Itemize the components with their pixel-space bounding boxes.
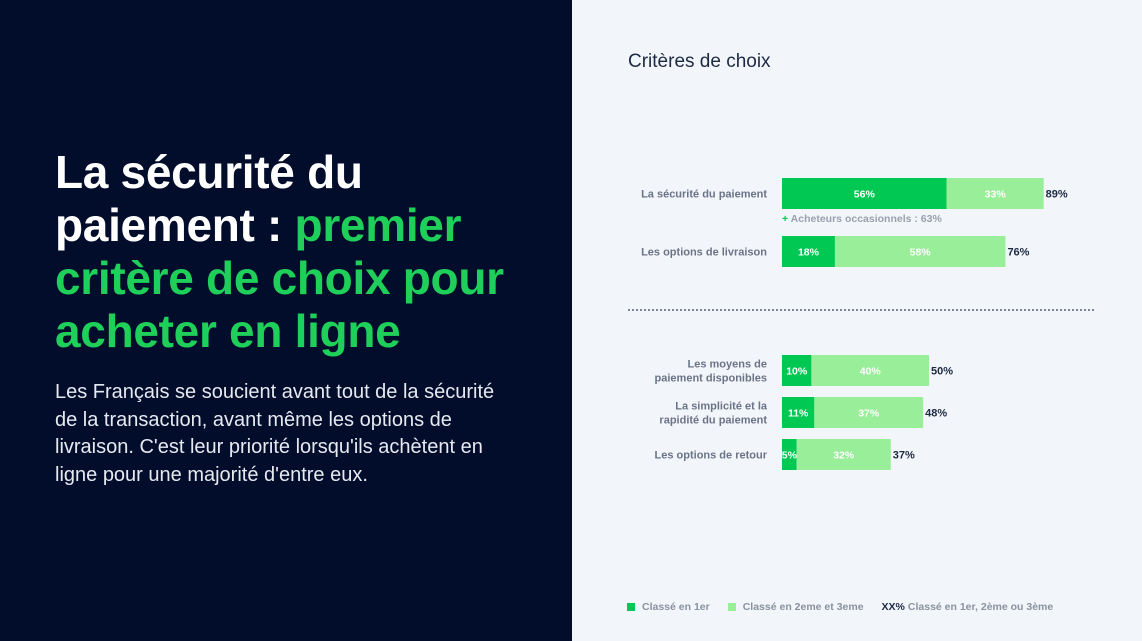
bar-first [782, 439, 797, 470]
bar-second-third [814, 397, 924, 428]
legend-swatch-second-third [727, 603, 736, 611]
category-label: Les options de retour [655, 450, 768, 462]
category-label: La sécurité du paiement [641, 189, 767, 201]
annotation-label: Acheteurs occasionnels : 63% [791, 213, 943, 225]
bar-label-first: 18% [798, 247, 820, 259]
bar-label-first: 11% [788, 408, 809, 420]
bar-label-second-third: 58% [910, 247, 932, 259]
bar-second-third [796, 439, 891, 470]
left-panel [0, 0, 572, 641]
headline: La sécurité du paiement : premier critèr… [55, 146, 555, 358]
bar-label-first: 10% [786, 366, 808, 378]
bar-total-label: 89% [1046, 189, 1068, 201]
bar-total-label: 76% [1007, 247, 1029, 259]
bar-total-label: 48% [925, 408, 947, 420]
bar-second-third [946, 178, 1044, 209]
bar-label-first: 56% [854, 189, 876, 201]
legend-label-total: Classé en 1er, 2ème ou 3ème [907, 601, 1054, 613]
bar-first [782, 178, 947, 209]
bar-label-second-third: 33% [985, 189, 1007, 201]
bar-label-second-third: 32% [833, 450, 855, 462]
bar-label-second-third: 37% [858, 408, 880, 420]
bar-total-label: 37% [893, 450, 915, 462]
annotation-text: + Acheteurs occasionnels : 63% [782, 213, 942, 225]
bar-total-label: 50% [931, 366, 953, 378]
bar-first [782, 355, 812, 386]
legend: Classé en 1er Classé en 2eme et 3eme XX%… [627, 600, 1071, 614]
category-label: paiement disponibles [655, 373, 767, 385]
legend-item-second-third: Classé en 2eme et 3eme [727, 601, 864, 613]
headline-part1: La sécurité du paiement : [55, 146, 363, 251]
chart-title: Critères de choix [628, 51, 771, 72]
bar-first [782, 397, 815, 428]
legend-item-first: Classé en 1er [627, 601, 710, 613]
section-divider [628, 309, 1094, 311]
headline-accent: premier critère de choix pour acheter en… [55, 199, 504, 357]
legend-swatch-first [627, 603, 635, 611]
right-panel [572, 0, 1142, 641]
category-label: Les options de livraison [641, 247, 767, 259]
bar-label-first: 5% [782, 450, 798, 462]
bar-second-third [811, 355, 929, 386]
bar-label-second-third: 40% [860, 366, 882, 378]
legend-label-second-third: Classé en 2eme et 3eme [742, 601, 864, 613]
annotation-plus-marker: + [782, 213, 791, 225]
bar-first [782, 236, 835, 267]
category-label: La simplicité et la [675, 401, 768, 413]
legend-total-prefix: XX% [881, 601, 905, 613]
body-text: Les Français se soucient avant tout de l… [55, 381, 495, 486]
legend-item-total: XX% Classé en 1er, 2ème ou 3ème [882, 601, 1054, 613]
category-label: Les moyens de [688, 359, 767, 371]
legend-label-first: Classé en 1er [642, 601, 710, 613]
category-label: rapidité du paiement [659, 415, 767, 427]
bar-second-third [834, 236, 1006, 267]
